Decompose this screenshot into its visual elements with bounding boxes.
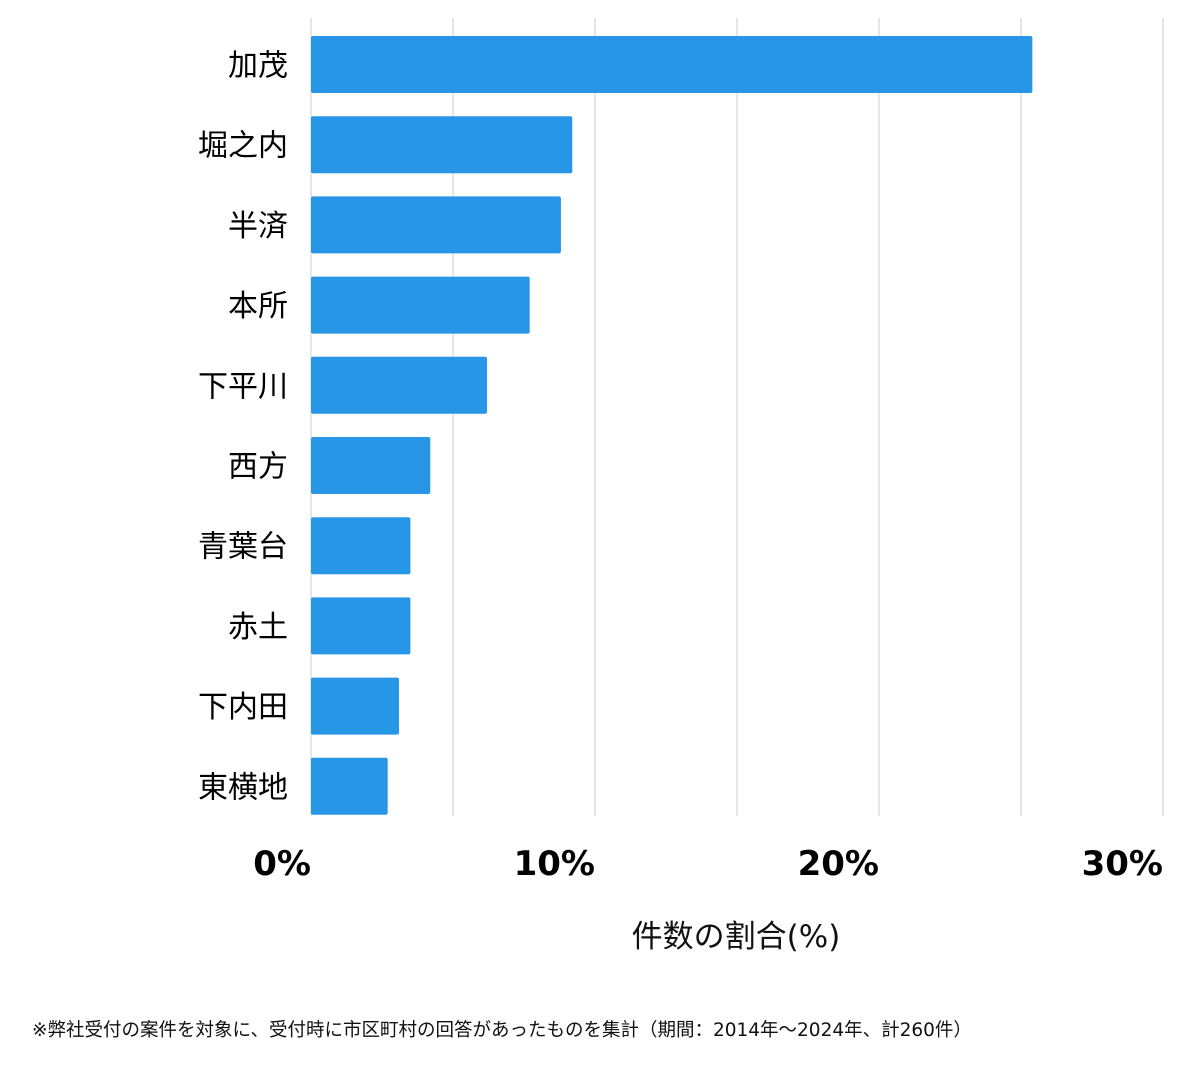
category-label: 堀之内	[198, 129, 288, 164]
bar	[311, 437, 431, 494]
x-axis-title: 件数の割合(%)	[632, 919, 841, 955]
bar	[311, 517, 411, 575]
bars	[311, 36, 1033, 815]
bar	[311, 757, 388, 815]
footnote: ※弊社受付の案件を対象に、受付時に市区町村の回答があったものを集計（期間：201…	[32, 1020, 972, 1041]
x-tick-label: 10%	[514, 844, 595, 884]
bar-chart: 加茂堀之内半済本所下平川西方青葉台赤土下内田東横地 0% 10% 20% 30% 件数…	[198, 18, 1164, 955]
x-tick-label: 20%	[798, 844, 879, 884]
category-label: 青葉台	[198, 530, 288, 565]
bar	[311, 677, 400, 735]
bar	[311, 116, 573, 174]
bar	[311, 276, 530, 334]
category-label: 西方	[228, 450, 288, 485]
bar	[311, 597, 411, 655]
category-label: 半済	[228, 209, 288, 244]
x-tick-labels: 0% 10% 20% 30%	[253, 844, 1163, 884]
category-label: 本所	[228, 289, 288, 324]
category-label: 下内田	[198, 690, 288, 725]
bar	[311, 36, 1033, 93]
bar	[311, 356, 488, 414]
x-tick-label: 0%	[253, 844, 311, 884]
category-label: 赤土	[228, 610, 288, 645]
category-label: 加茂	[228, 49, 288, 84]
x-tick-label: 30%	[1082, 844, 1163, 884]
bar	[311, 196, 561, 254]
category-label: 下平川	[198, 369, 288, 404]
category-label: 東横地	[198, 770, 288, 805]
